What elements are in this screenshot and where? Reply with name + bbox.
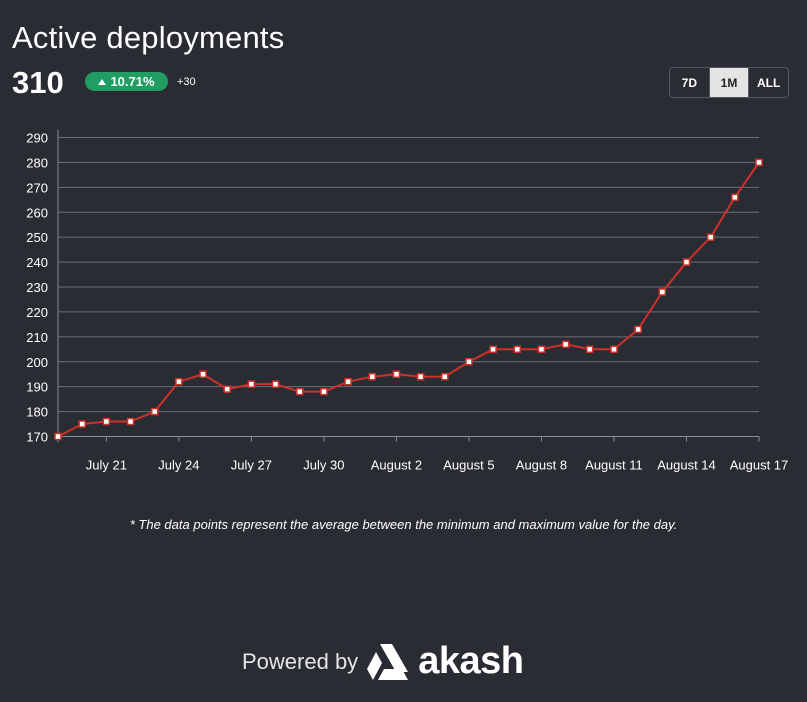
y-tick-label: 230 xyxy=(26,280,48,295)
data-point xyxy=(416,372,425,381)
y-tick-label: 240 xyxy=(26,255,48,270)
chart-title: Active deployments xyxy=(12,20,285,55)
data-point xyxy=(634,325,642,334)
y-tick-label: 190 xyxy=(26,380,48,395)
data-point xyxy=(126,417,135,426)
y-tick-label: 180 xyxy=(26,405,48,420)
data-point xyxy=(706,233,715,241)
y-tick-label: 260 xyxy=(26,205,48,220)
arrow-up-icon xyxy=(98,78,107,85)
data-point xyxy=(755,158,763,167)
x-tick-label: July 27 xyxy=(231,458,272,473)
data-point xyxy=(271,380,280,388)
data-point xyxy=(682,258,691,266)
data-point xyxy=(54,432,62,441)
line-chart: 170 180 190 200 210 220 230 240 250 260 270 280 290 J… xyxy=(26,129,789,473)
x-tick-label: August 8 xyxy=(516,458,567,473)
data-point xyxy=(175,377,183,386)
data-point xyxy=(150,407,159,416)
y-tick-label: 200 xyxy=(26,355,48,370)
y-tick-label: 220 xyxy=(26,305,48,320)
y-tick-label: 280 xyxy=(26,155,48,170)
data-point xyxy=(295,387,304,396)
change-percent: 10.71% xyxy=(110,74,155,89)
data-point xyxy=(610,345,618,354)
data-point xyxy=(199,370,207,378)
data-point xyxy=(465,358,473,366)
powered-by-label: Powered by xyxy=(242,648,359,674)
data-point xyxy=(247,380,256,388)
x-tick-label: August 14 xyxy=(657,458,716,473)
current-value: 310 xyxy=(12,65,64,100)
data-point xyxy=(731,193,739,202)
change-absolute: +30 xyxy=(177,76,196,88)
y-tick-label: 290 xyxy=(26,131,48,146)
data-point xyxy=(392,370,401,378)
data-point xyxy=(320,387,328,396)
powered-by[interactable]: Powered by akash xyxy=(242,640,524,683)
data-point xyxy=(537,345,546,354)
x-tick-label: August 17 xyxy=(730,458,789,473)
data-point xyxy=(78,420,86,428)
data-point xyxy=(489,345,497,354)
range-7d-button[interactable]: 7D xyxy=(670,68,710,97)
y-tick-label: 270 xyxy=(26,180,48,195)
series-line xyxy=(57,161,760,438)
range-all-button[interactable]: ALL xyxy=(757,75,781,90)
x-tick-label: August 11 xyxy=(585,458,643,473)
akash-logo-icon xyxy=(367,643,409,680)
x-tick-label: July 30 xyxy=(303,458,344,473)
y-tick-label: 250 xyxy=(26,230,48,245)
data-point xyxy=(561,340,570,349)
data-point xyxy=(223,385,231,393)
x-tick-label: August 2 xyxy=(371,458,422,473)
footnote: * The data points represent the average … xyxy=(129,517,678,532)
range-1m-button[interactable]: 1M xyxy=(709,68,750,97)
x-tick-label: August 5 xyxy=(443,458,494,473)
data-point xyxy=(513,345,522,354)
x-tick-label: July 24 xyxy=(158,458,199,473)
data-point xyxy=(344,377,352,386)
range-selector: 7D 1M ALL xyxy=(669,67,789,98)
data-point xyxy=(102,417,111,426)
y-tick-label: 210 xyxy=(26,330,48,345)
akash-brand: akash xyxy=(418,640,524,682)
change-badge: 10.71% xyxy=(85,72,168,91)
data-point xyxy=(658,288,667,296)
x-tick-label: July 21 xyxy=(86,458,127,473)
data-point xyxy=(441,372,449,381)
data-point xyxy=(368,372,376,381)
y-tick-label: 170 xyxy=(26,430,48,445)
data-point xyxy=(586,345,594,354)
